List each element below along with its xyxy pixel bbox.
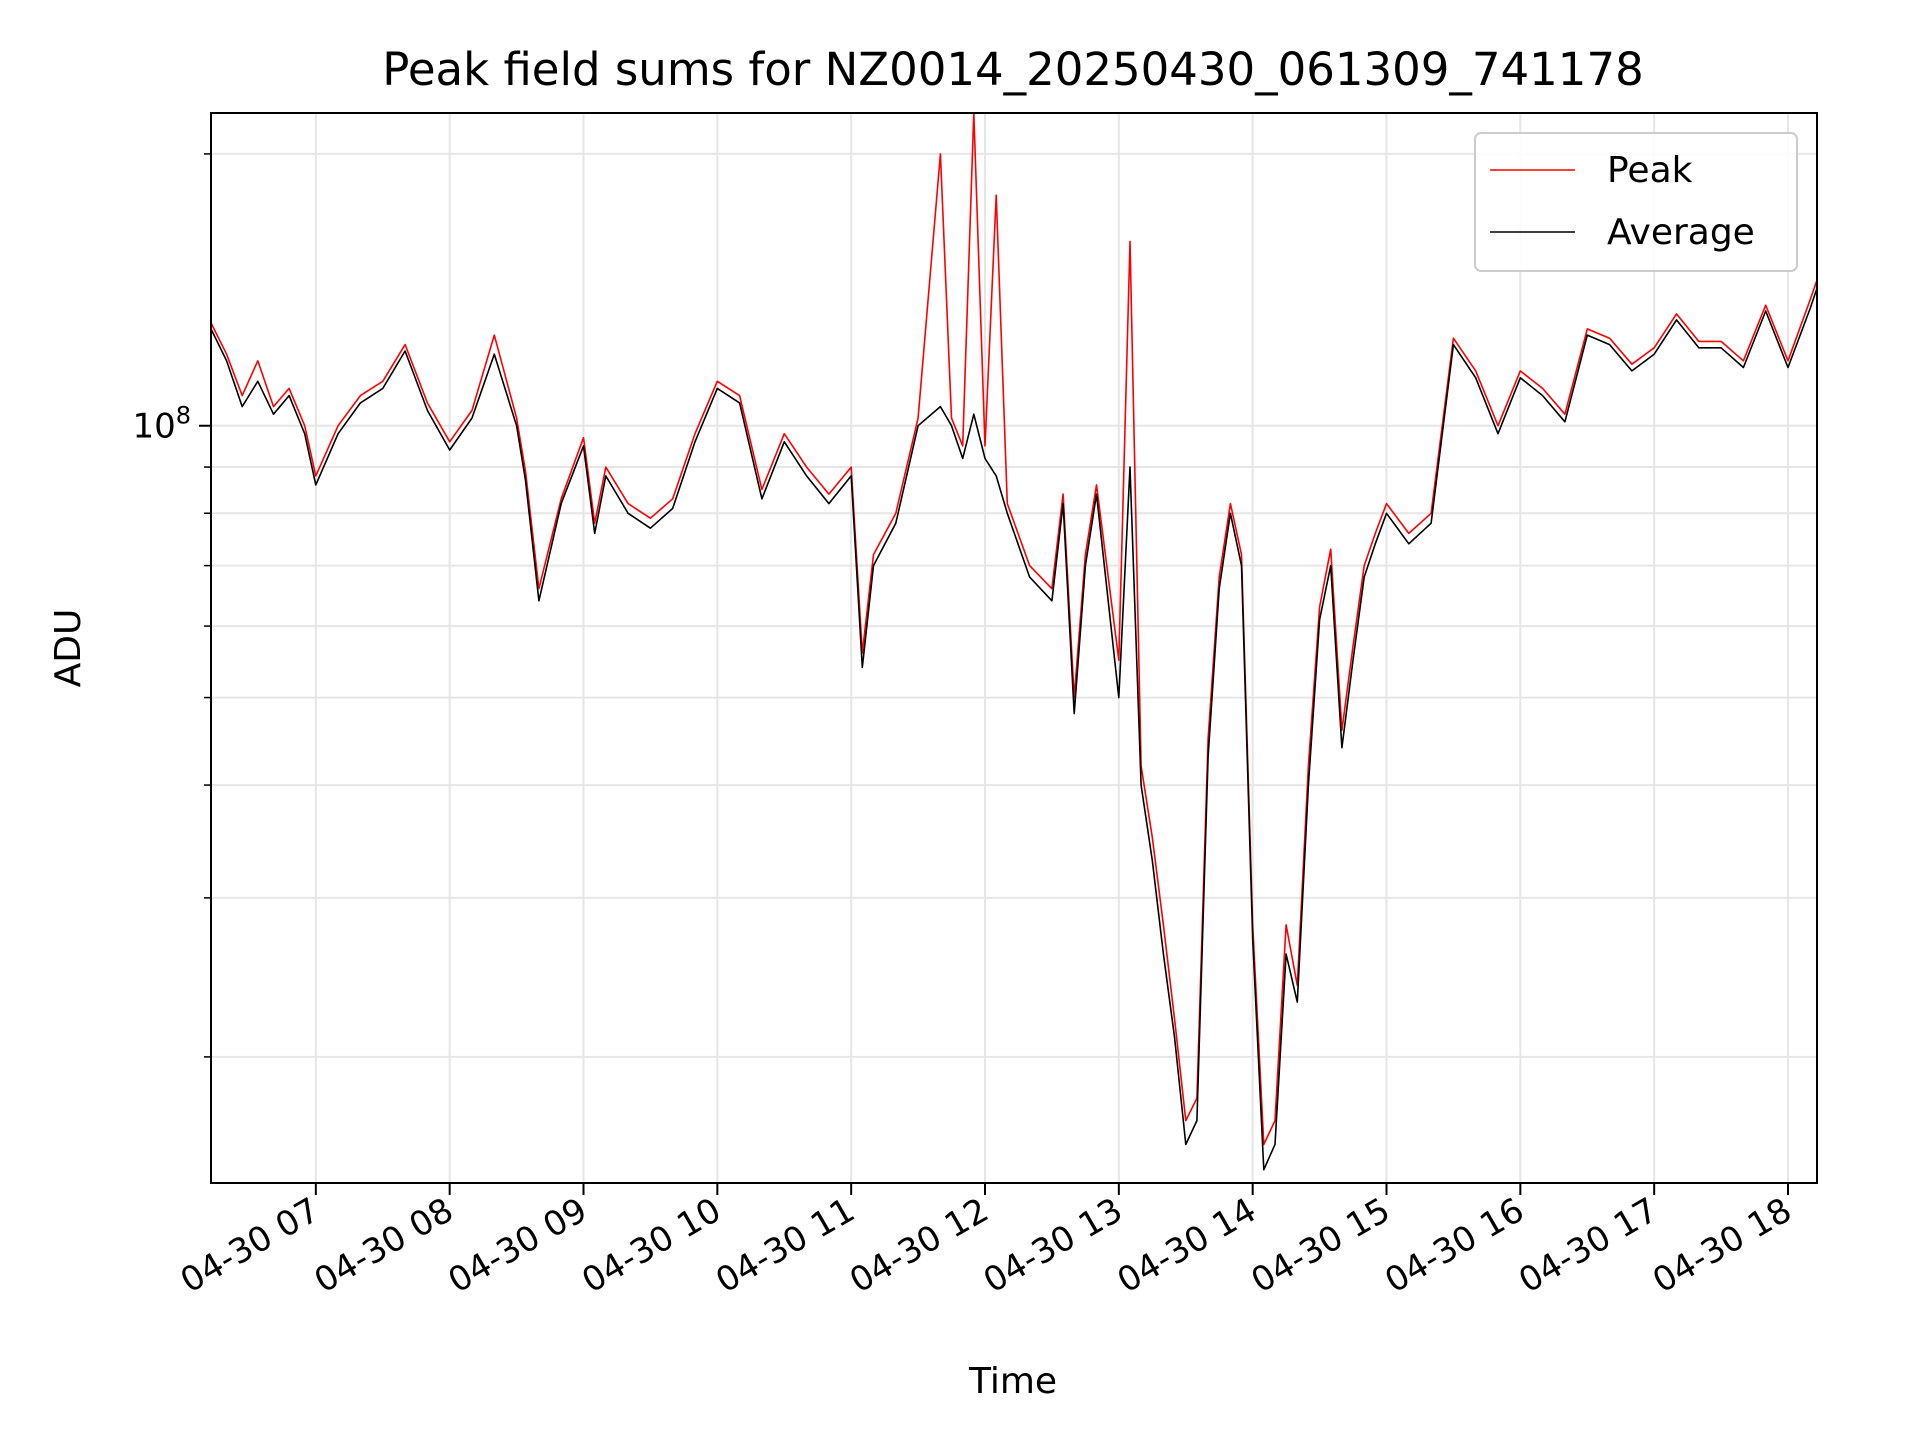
x-axis-label: Time [968, 1361, 1057, 1402]
grid [211, 113, 1817, 1183]
legend-label-peak: Peak [1607, 150, 1693, 191]
chart-title: Peak field sums for NZ0014_20250430_0613… [382, 43, 1643, 96]
series-layer [210, 112, 1818, 1171]
y-axis-label: ADU [48, 609, 89, 688]
plot-frame [210, 112, 1818, 1184]
y-axis: 108 [132, 153, 211, 1058]
legend-box [1474, 132, 1798, 272]
legend-label-average: Average [1607, 212, 1755, 253]
series-line-average [210, 287, 1818, 1171]
y-tick-label: 108 [132, 402, 191, 447]
legend: Peak Average [1474, 132, 1798, 272]
